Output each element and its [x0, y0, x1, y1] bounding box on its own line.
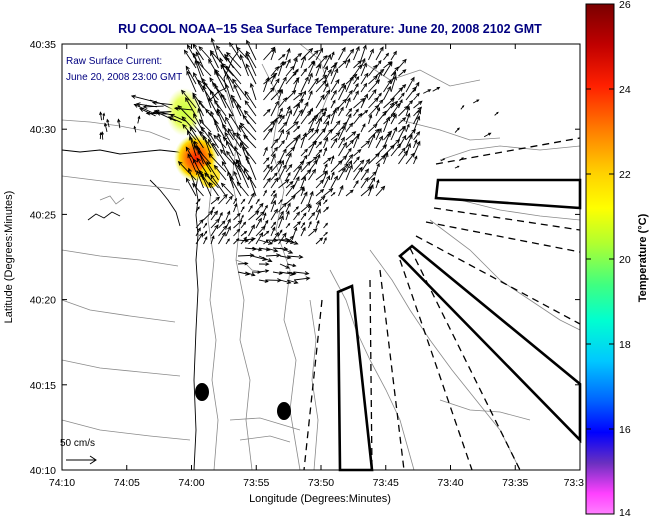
colorbar-tick-label: 18: [619, 339, 631, 351]
colorbar-tick-label: 26: [619, 0, 631, 11]
x-tick-label: 74:00: [178, 477, 204, 489]
x-tick-label: 73:50: [308, 477, 334, 489]
annotation-line-2: June 20, 2008 23:00 GMT: [66, 72, 182, 83]
scale-label: 50 cm/s: [60, 438, 95, 449]
y-tick-label: 40:15: [30, 380, 56, 392]
y-tick-label: 40:25: [30, 209, 56, 221]
x-tick-label: 74:10: [49, 477, 75, 489]
x-tick-label: 73:55: [243, 477, 269, 489]
colorbar-tick-label: 24: [619, 84, 631, 96]
x-tick-label: 73:45: [373, 477, 399, 489]
y-tick-label: 40:35: [30, 39, 56, 51]
y-axis-label: Latitude (Degrees:Minutes): [3, 191, 15, 324]
site-marker-south: [277, 402, 291, 420]
site-marker-north: [195, 383, 209, 401]
x-tick-label: 73:40: [437, 477, 463, 489]
annotation-line-1: Raw Surface Current:: [66, 56, 162, 67]
colorbar-tick-label: 20: [619, 254, 631, 266]
x-tick-label: 73:3: [564, 477, 585, 489]
colorbar-label: Temperature (°C): [637, 213, 649, 302]
x-tick-label: 73:35: [502, 477, 528, 489]
colorbar-tick-label: 22: [619, 169, 631, 181]
y-tick-label: 40:10: [30, 465, 56, 477]
colorbar-tick-label: 16: [619, 424, 631, 436]
figure-title: RU COOL NOAA−15 Sea Surface Temperature:…: [118, 22, 542, 36]
y-tick-label: 40:30: [30, 124, 56, 136]
y-tick-label: 40:20: [30, 295, 56, 307]
x-axis-label: Longitude (Degrees:Minutes): [249, 493, 391, 505]
plot-area: [62, 44, 580, 470]
colorbar-tick-label: 14: [619, 507, 631, 518]
x-tick-label: 74:05: [114, 477, 140, 489]
